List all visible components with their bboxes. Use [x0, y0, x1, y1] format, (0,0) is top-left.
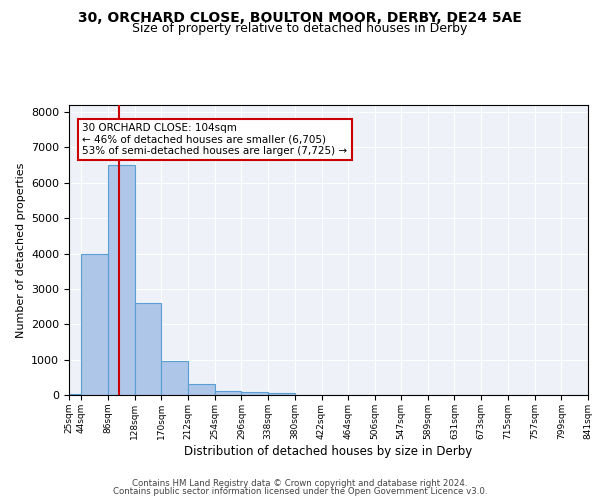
Text: 30, ORCHARD CLOSE, BOULTON MOOR, DERBY, DE24 5AE: 30, ORCHARD CLOSE, BOULTON MOOR, DERBY, …: [78, 11, 522, 25]
Text: Contains public sector information licensed under the Open Government Licence v3: Contains public sector information licen…: [113, 487, 487, 496]
Bar: [108, 165, 134, 395]
Bar: [188, 384, 215, 395]
Bar: [69, 394, 81, 395]
Bar: [134, 303, 161, 395]
Y-axis label: Number of detached properties: Number of detached properties: [16, 162, 26, 338]
Bar: [161, 362, 188, 395]
Text: Size of property relative to detached houses in Derby: Size of property relative to detached ho…: [133, 22, 467, 35]
Bar: [268, 393, 295, 395]
Text: Contains HM Land Registry data © Crown copyright and database right 2024.: Contains HM Land Registry data © Crown c…: [132, 478, 468, 488]
Bar: [215, 392, 241, 395]
Bar: [241, 392, 268, 395]
X-axis label: Distribution of detached houses by size in Derby: Distribution of detached houses by size …: [184, 444, 473, 458]
Bar: [81, 254, 108, 395]
Text: 30 ORCHARD CLOSE: 104sqm
← 46% of detached houses are smaller (6,705)
53% of sem: 30 ORCHARD CLOSE: 104sqm ← 46% of detach…: [82, 122, 347, 156]
